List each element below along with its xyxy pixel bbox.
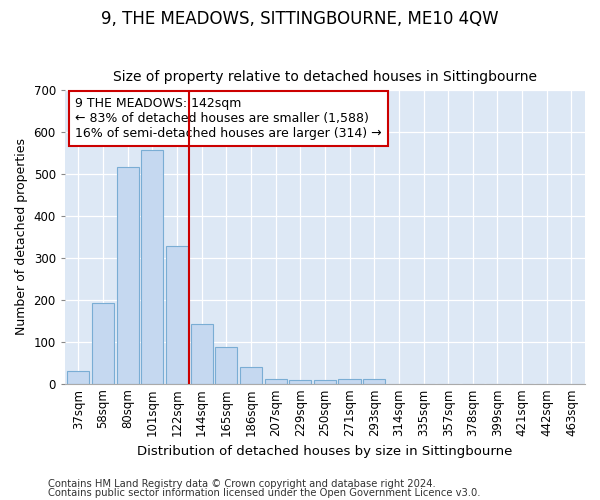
Bar xyxy=(314,380,336,384)
Text: 9 THE MEADOWS: 142sqm
← 83% of detached houses are smaller (1,588)
16% of semi-d: 9 THE MEADOWS: 142sqm ← 83% of detached … xyxy=(75,97,382,140)
Bar xyxy=(215,347,238,384)
Text: Contains public sector information licensed under the Open Government Licence v3: Contains public sector information licen… xyxy=(48,488,481,498)
Bar xyxy=(338,380,361,384)
Bar xyxy=(191,324,213,384)
Bar xyxy=(166,246,188,384)
Bar xyxy=(141,150,163,384)
Bar xyxy=(116,168,139,384)
Text: Contains HM Land Registry data © Crown copyright and database right 2024.: Contains HM Land Registry data © Crown c… xyxy=(48,479,436,489)
Bar xyxy=(289,380,311,384)
Bar xyxy=(265,378,287,384)
Bar xyxy=(363,380,385,384)
Bar xyxy=(67,371,89,384)
Bar xyxy=(92,303,114,384)
Text: 9, THE MEADOWS, SITTINGBOURNE, ME10 4QW: 9, THE MEADOWS, SITTINGBOURNE, ME10 4QW xyxy=(101,10,499,28)
Title: Size of property relative to detached houses in Sittingbourne: Size of property relative to detached ho… xyxy=(113,70,537,85)
X-axis label: Distribution of detached houses by size in Sittingbourne: Distribution of detached houses by size … xyxy=(137,444,512,458)
Bar xyxy=(240,367,262,384)
Y-axis label: Number of detached properties: Number of detached properties xyxy=(15,138,28,336)
